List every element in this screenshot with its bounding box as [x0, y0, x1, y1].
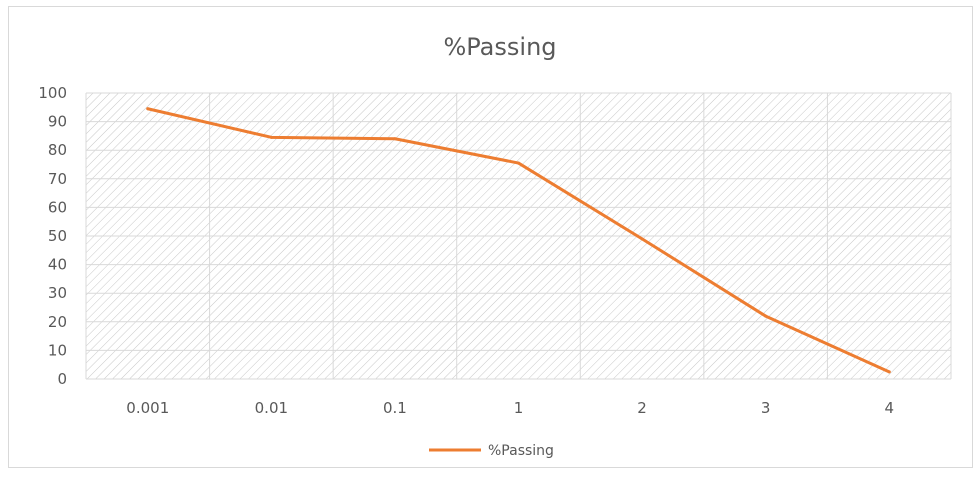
chart-title: %Passing [443, 33, 556, 61]
y-tick-label: 20 [48, 313, 67, 331]
y-tick-label: 80 [48, 141, 67, 159]
y-tick-label: 30 [48, 284, 67, 302]
y-tick-label: 0 [57, 370, 67, 388]
y-tick-label: 10 [48, 341, 67, 359]
y-tick-label: 40 [48, 256, 67, 274]
data-point [640, 237, 644, 241]
x-tick-label: 0.001 [126, 399, 169, 417]
y-tick-label: 60 [48, 198, 67, 216]
data-point [269, 135, 273, 139]
x-tick-label: 1 [514, 399, 524, 417]
gridlines [85, 92, 952, 380]
x-tick-label: 3 [761, 399, 771, 417]
x-axis-tick-labels: 0.001 0.01 0.1 1 2 3 4 [126, 399, 894, 417]
data-point [393, 137, 397, 141]
y-tick-label: 100 [38, 84, 67, 102]
x-tick-label: 2 [637, 399, 647, 417]
data-point [146, 107, 150, 111]
x-tick-label: 4 [884, 399, 894, 417]
data-point [887, 370, 891, 374]
legend-label: %Passing [488, 443, 554, 459]
y-tick-label: 70 [48, 170, 67, 188]
y-tick-label: 90 [48, 113, 67, 131]
series-group [146, 107, 891, 374]
legend: %Passing [429, 443, 554, 459]
x-tick-label: 0.1 [383, 399, 407, 417]
data-point [517, 161, 520, 165]
y-axis-tick-labels: 0 10 20 30 40 50 60 70 80 90 100 [38, 84, 67, 388]
y-tick-label: 50 [48, 227, 67, 245]
chart-container: %Passing 0 10 20 30 40 50 60 70 80 90 100 0.001 0.0… [8, 6, 973, 468]
data-point [764, 314, 768, 318]
x-tick-label: 0.01 [255, 399, 288, 417]
